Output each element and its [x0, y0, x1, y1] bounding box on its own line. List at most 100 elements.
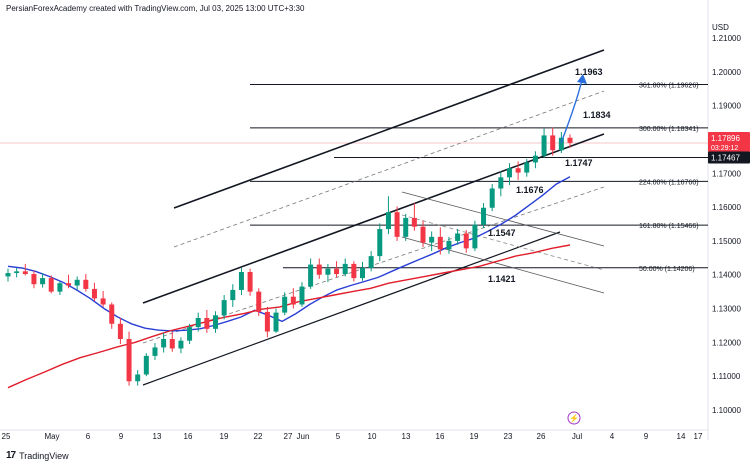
price-annotations: 1.1963 1.1834 1.1747 1.1676 1.1547 1.1421 ⚡	[488, 67, 611, 425]
candle-body	[411, 217, 417, 227]
candle-body	[446, 240, 452, 250]
candle-body	[5, 273, 11, 277]
sma-fast-line	[7, 176, 571, 332]
price-tick-label: 1.13000	[712, 305, 741, 314]
price-tick-label: 1.15000	[712, 237, 741, 246]
candle-body	[385, 212, 391, 230]
time-tick-label: 5	[336, 432, 341, 441]
price-tick-label: 1.17000	[712, 169, 741, 178]
price-tick-label: 1.10000	[712, 406, 741, 415]
support-price-tag	[708, 151, 750, 164]
tv-logo-text: TradingView	[19, 450, 69, 461]
price-annotation: 1.1421	[488, 274, 516, 284]
price-annotation: 1.1963	[575, 67, 603, 77]
fib-level-label: 50.00% (1.14206)	[639, 266, 695, 273]
candle-body	[515, 168, 521, 173]
time-tick-label: 16	[436, 432, 445, 441]
candle-body	[109, 304, 115, 324]
candle-body	[455, 233, 461, 241]
time-tick-label: 19	[470, 432, 479, 441]
candle-body	[178, 340, 184, 349]
candle-body	[558, 137, 564, 151]
candle-body	[273, 312, 279, 332]
currency-label: USD	[712, 23, 729, 32]
candle-body	[429, 236, 435, 243]
candle-body	[187, 327, 193, 341]
current-price-value: 1.17896	[711, 134, 740, 143]
candle-body	[143, 355, 149, 375]
price-annotation: 1.1547	[488, 228, 516, 238]
price-labels: 1.17896 03:29:121.17467	[708, 132, 750, 164]
time-axis[interactable]: 25 May 6 9 13 16 19 22 27 Jun 5 10 13 16 19 23 26 Jul 4 9 14…	[0, 429, 708, 441]
candle-body	[394, 212, 400, 237]
time-tick-label: 9	[119, 432, 124, 441]
projection-arrow	[560, 79, 583, 144]
candle-body	[550, 135, 556, 151]
fib-level-label: 300.00% (1.18341)	[639, 126, 699, 133]
candle-body	[83, 279, 89, 289]
trend-channels[interactable]	[142, 49, 605, 386]
fib-level-label: 361.80% (1.19626)	[639, 82, 699, 89]
candle-body	[325, 268, 331, 275]
price-annotation: 1.1676	[516, 185, 544, 195]
tv-logo-icon: 17	[6, 450, 16, 461]
price-tick-label: 1.16000	[712, 203, 741, 212]
candle-body	[316, 264, 322, 275]
candle-body	[498, 177, 504, 189]
fib-level-label: 224.00% (1.16760)	[639, 179, 699, 186]
price-annotation: 1.1747	[565, 158, 593, 168]
candle-body	[100, 298, 106, 305]
candle-body	[472, 224, 478, 249]
time-tick-label: 25	[2, 432, 11, 441]
candle-body	[40, 278, 46, 285]
fibonacci-levels[interactable]: 361.80% (1.19626) 300.00% (1.18341) 224.00…	[0, 82, 708, 273]
countdown-value: 03:29:12	[711, 145, 738, 152]
channel-line	[173, 49, 605, 209]
price-tick-label: 1.14000	[712, 271, 741, 280]
price-tick-label: 1.21000	[712, 34, 741, 43]
candle-body	[31, 274, 37, 285]
time-tick-label: 23	[504, 432, 513, 441]
candle-body	[213, 315, 219, 329]
candle-body	[247, 272, 253, 292]
candle-body	[135, 374, 141, 382]
tradingview-logo[interactable]: 17 TradingView	[6, 450, 69, 461]
candle-body	[14, 271, 20, 274]
candle-body	[541, 135, 547, 156]
price-tick-label: 1.12000	[712, 338, 741, 347]
candle-body	[161, 338, 167, 348]
time-tick-label: 6	[86, 432, 91, 441]
candle-body	[282, 296, 288, 313]
event-icon-glyph: ⚡	[569, 413, 579, 423]
price-axis[interactable]: USD1.210001.200001.190001.180001.170001.…	[707, 0, 752, 440]
candle-body	[351, 263, 357, 279]
candle-body	[57, 283, 63, 292]
candlesticks	[5, 127, 573, 386]
candle-body	[66, 283, 72, 286]
candle-body	[238, 272, 244, 290]
candle-body	[420, 226, 426, 243]
chart-header: PersianForexAcademy created with Trading…	[6, 4, 305, 13]
time-tick-label: 9	[644, 432, 649, 441]
candle-body	[230, 289, 236, 301]
candle-body	[91, 288, 97, 299]
time-tick-label: 22	[254, 432, 263, 441]
candle-body	[567, 137, 573, 143]
time-tick-label: 13	[402, 432, 411, 441]
fib-level-label: 161.80% (1.15466)	[639, 223, 699, 230]
time-tick-label: 17	[694, 432, 703, 441]
channel-line	[142, 231, 561, 386]
candle-body	[334, 268, 340, 275]
time-tick-label: 4	[610, 432, 615, 441]
candle-body	[359, 267, 365, 279]
candle-body	[299, 286, 305, 305]
time-tick-label: May	[44, 432, 59, 441]
candle-body	[48, 278, 54, 292]
candle-body	[152, 347, 158, 356]
time-tick-label: 27	[284, 432, 293, 441]
price-tick-label: 1.19000	[712, 102, 741, 111]
candle-body	[377, 229, 383, 257]
price-axis-bg	[708, 0, 752, 440]
time-tick-label: 16	[184, 432, 193, 441]
